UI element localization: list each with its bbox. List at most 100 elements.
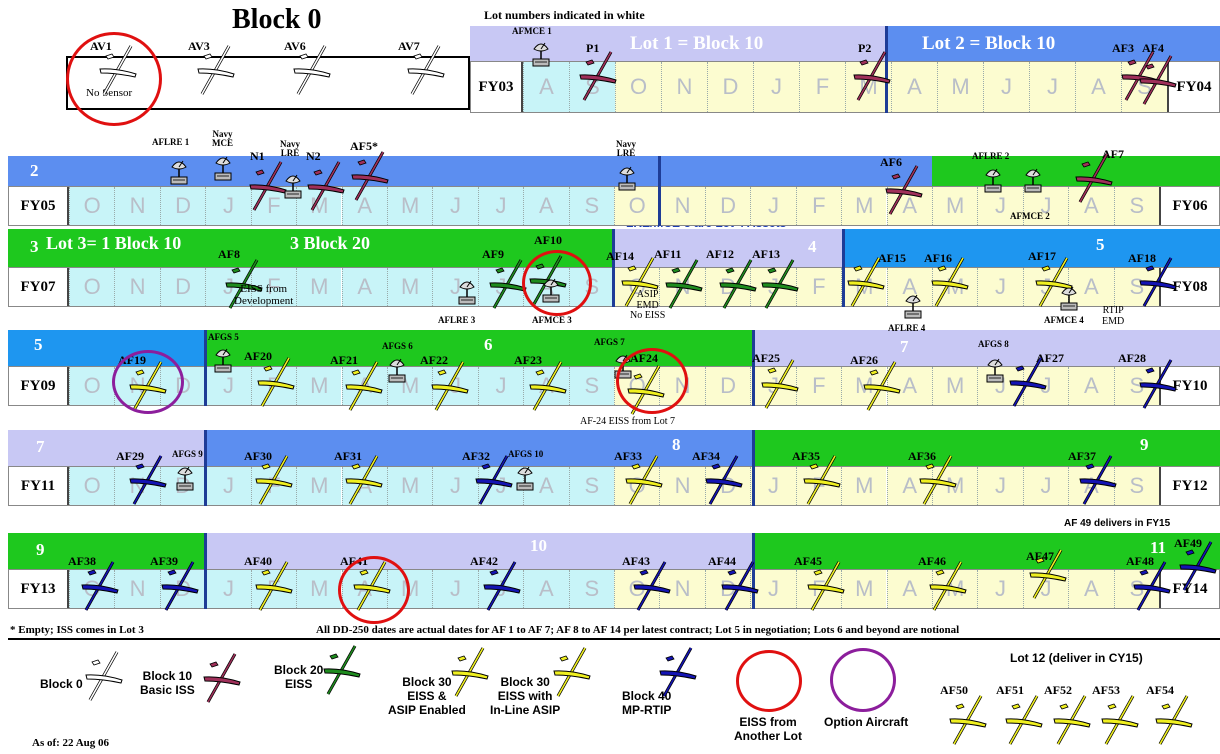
month-cell: M <box>931 187 978 225</box>
aircraft-af43 <box>632 560 672 617</box>
aircraft-label-af3: AF3 <box>1112 41 1134 55</box>
aircraft-label-af47: AF47 <box>1026 549 1054 563</box>
footer-rule <box>8 638 1220 640</box>
ground-station-afgs10-icon <box>516 466 534 491</box>
aircraft-af30 <box>254 454 294 511</box>
row5-lot11-number: 11 <box>1150 538 1167 557</box>
aircraft-label-af5: AF5* <box>350 139 378 153</box>
aircraft-af27-icon <box>1009 357 1047 407</box>
aircraft-label-af37: AF37 <box>1068 449 1096 463</box>
row0-timeline: FY03 FY04 A S O N D J F M A M J J A S <box>470 61 1220 113</box>
ground-station-label-afgs7: AFGS 7 <box>594 337 625 347</box>
aircraft-af14-icon <box>621 257 659 307</box>
aircraft-af33-icon <box>625 455 663 505</box>
aircraft-af47-icon <box>1029 549 1067 599</box>
ground-station-label-aflre4: AFLRE 4 <box>888 323 926 333</box>
month-cell: D <box>707 62 753 112</box>
asip-emd-note: ASIP EMD No EISS <box>630 289 666 321</box>
aircraft-af11 <box>664 258 704 315</box>
ground-station-afgs8-icon <box>986 358 1004 383</box>
aircraft-af21-icon <box>345 361 383 411</box>
row5-divider-b <box>752 533 755 609</box>
aircraft-af38 <box>80 560 120 617</box>
month-cell: J <box>432 570 478 608</box>
row2-lot3-band <box>8 229 614 267</box>
month-cell: M <box>845 62 891 112</box>
aircraft-label-af39: AF39 <box>150 554 178 568</box>
legend-aircraft-af53-icon <box>1101 695 1139 745</box>
aircraft-af46 <box>928 560 968 617</box>
legend-label-block0: Block 0 <box>40 677 83 691</box>
ground-station-afgs9-icon <box>176 466 194 491</box>
aircraft-label-af17: AF17 <box>1028 249 1056 263</box>
aircraft-af25-icon <box>761 359 799 409</box>
aircraft-af23-icon <box>529 361 567 411</box>
month-cell: M <box>841 570 887 608</box>
aircraft-af32-icon <box>475 455 513 505</box>
aircraft-af45 <box>806 560 846 617</box>
block0-title: Block 0 <box>232 4 322 35</box>
aircraft-label-af49: AF49 <box>1174 536 1202 550</box>
month-cell: S <box>1113 187 1159 225</box>
ground-station-aflre1 <box>168 158 190 191</box>
aircraft-af34-icon <box>705 455 743 505</box>
aircraft-n2 <box>306 160 346 217</box>
month-cell: D <box>159 268 206 306</box>
row3-divider-a <box>204 330 207 406</box>
af49-note: AF 49 delivers in FY15 <box>1064 518 1171 529</box>
month-cell: J <box>1022 187 1069 225</box>
legend-label-block30-inline: Block 30 EISS with In-Line ASIP <box>490 675 561 717</box>
row2-divider-a <box>612 229 615 307</box>
month-cell: A <box>1068 570 1114 608</box>
ground-station-label-afmce4: AFMCE 4 <box>1044 315 1084 325</box>
legend-aircraft-af50-icon <box>949 695 987 745</box>
aircraft-p2-icon <box>853 51 891 101</box>
aircraft-label-av7: AV7 <box>398 39 420 53</box>
aircraft-af4 <box>1138 54 1178 111</box>
aircraft-af38-icon <box>81 561 119 611</box>
row4-timeline: FY11FY12ONDJFMAMJJASONDJFMAMJJAS <box>8 466 1220 506</box>
aircraft-af21 <box>344 360 384 417</box>
ground-station-label-afmce2: AFMCE 2 <box>1010 211 1050 221</box>
aircraft-af13 <box>760 258 800 315</box>
legend-icon-block0 <box>84 650 124 707</box>
month-cell: M <box>296 187 342 225</box>
month-cell: M <box>296 570 342 608</box>
aircraft-af7-icon <box>1075 153 1113 203</box>
month-cell: J <box>205 467 251 505</box>
aircraft-af35 <box>802 454 842 511</box>
aircraft-label-af8: AF8 <box>218 247 240 261</box>
aircraft-label-af6: AF6 <box>880 155 902 169</box>
row0-divider <box>885 26 888 113</box>
aircraft-label-af31: AF31 <box>334 449 362 463</box>
aircraft-p1 <box>578 50 618 107</box>
aircraft-n1 <box>248 160 288 217</box>
ground-station-navy-lre-2 <box>616 164 638 197</box>
row3-lot7-band <box>754 330 1220 366</box>
ground-station-label-afgs6: AFGS 6 <box>382 341 413 351</box>
ground-station-label-afmce3: AFMCE 3 <box>532 315 572 325</box>
ground-station-afgs8 <box>984 356 1006 389</box>
aircraft-label-af38: AF38 <box>68 554 96 568</box>
aircraft-af31-icon <box>345 455 383 505</box>
aircraft-label-af22: AF22 <box>420 353 448 367</box>
row3-divider-b <box>752 330 755 406</box>
aircraft-af8-icon <box>225 259 263 309</box>
aircraft-af45-icon <box>807 561 845 611</box>
eiss-ring-af41 <box>338 556 410 624</box>
ground-station-label-navy-lre-2: Navy LRE <box>616 139 636 159</box>
aircraft-label-av6: AV6 <box>284 39 306 53</box>
ground-station-navy-lre-2-icon <box>618 166 636 191</box>
legend-aircraft-label-af51: AF51 <box>996 683 1024 697</box>
aircraft-av7 <box>406 44 446 101</box>
ground-station-afgs10 <box>514 464 536 497</box>
month-cell: S <box>1113 467 1159 505</box>
month-cell: M <box>386 367 433 405</box>
aircraft-af15 <box>846 256 886 313</box>
aircraft-label-af12: AF12 <box>706 247 734 261</box>
header-note: Lot numbers indicated in white <box>484 8 645 22</box>
row1-lot3-band <box>932 156 1220 186</box>
fy-label-left: FY07 <box>9 268 69 306</box>
month-cell: J <box>977 467 1023 505</box>
ground-station-label-aflre1: AFLRE 1 <box>152 137 190 147</box>
